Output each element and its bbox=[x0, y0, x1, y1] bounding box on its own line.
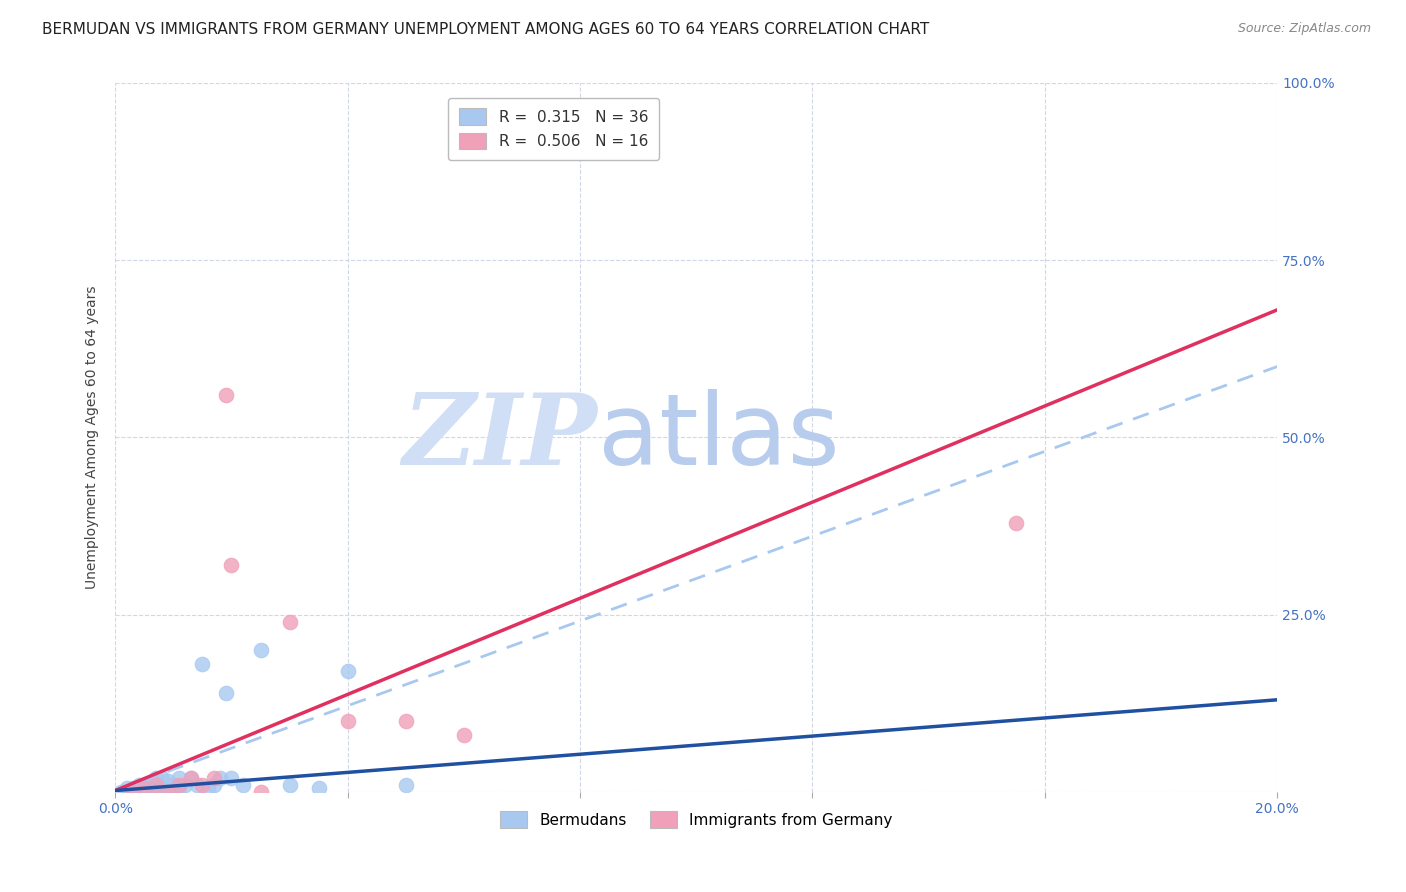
Point bbox=[167, 778, 190, 792]
Legend: Bermudans, Immigrants from Germany: Bermudans, Immigrants from Germany bbox=[494, 805, 898, 834]
Point bbox=[121, 785, 143, 799]
Point bbox=[121, 781, 143, 796]
Point bbox=[278, 778, 301, 792]
Point bbox=[174, 778, 197, 792]
Point bbox=[167, 781, 190, 796]
Point bbox=[180, 771, 202, 785]
Text: ZIP: ZIP bbox=[402, 389, 598, 486]
Point bbox=[145, 778, 167, 792]
Point bbox=[221, 771, 243, 785]
Point bbox=[150, 771, 173, 785]
Point bbox=[336, 665, 359, 679]
Point bbox=[202, 771, 225, 785]
Point bbox=[115, 785, 138, 799]
Point bbox=[1004, 516, 1026, 530]
Point bbox=[145, 781, 167, 796]
Point bbox=[134, 781, 156, 796]
Point bbox=[336, 714, 359, 728]
Y-axis label: Unemployment Among Ages 60 to 64 years: Unemployment Among Ages 60 to 64 years bbox=[86, 285, 100, 590]
Point bbox=[156, 774, 179, 789]
Point bbox=[453, 728, 475, 742]
Point bbox=[162, 785, 184, 799]
Point bbox=[167, 771, 190, 785]
Point bbox=[232, 778, 254, 792]
Point bbox=[134, 778, 156, 792]
Point bbox=[150, 785, 173, 799]
Point bbox=[139, 778, 162, 792]
Point bbox=[191, 657, 214, 672]
Point bbox=[156, 781, 179, 796]
Point bbox=[208, 771, 231, 785]
Point bbox=[186, 778, 208, 792]
Point bbox=[134, 781, 156, 796]
Text: BERMUDAN VS IMMIGRANTS FROM GERMANY UNEMPLOYMENT AMONG AGES 60 TO 64 YEARS CORRE: BERMUDAN VS IMMIGRANTS FROM GERMANY UNEM… bbox=[42, 22, 929, 37]
Text: atlas: atlas bbox=[598, 389, 839, 486]
Point bbox=[202, 778, 225, 792]
Point bbox=[214, 388, 236, 402]
Point bbox=[145, 771, 167, 785]
Point bbox=[139, 785, 162, 799]
Point bbox=[128, 785, 150, 799]
Point bbox=[278, 615, 301, 629]
Point bbox=[249, 643, 271, 657]
Point bbox=[180, 771, 202, 785]
Point bbox=[249, 785, 271, 799]
Point bbox=[395, 714, 418, 728]
Point bbox=[162, 778, 184, 792]
Point bbox=[156, 785, 179, 799]
Point bbox=[197, 781, 219, 796]
Point bbox=[308, 781, 330, 796]
Point bbox=[395, 778, 418, 792]
Point bbox=[214, 686, 236, 700]
Point bbox=[121, 782, 143, 797]
Point bbox=[128, 778, 150, 792]
Point bbox=[221, 558, 243, 572]
Text: Source: ZipAtlas.com: Source: ZipAtlas.com bbox=[1237, 22, 1371, 36]
Point bbox=[110, 785, 132, 799]
Point bbox=[115, 781, 138, 796]
Point bbox=[191, 778, 214, 792]
